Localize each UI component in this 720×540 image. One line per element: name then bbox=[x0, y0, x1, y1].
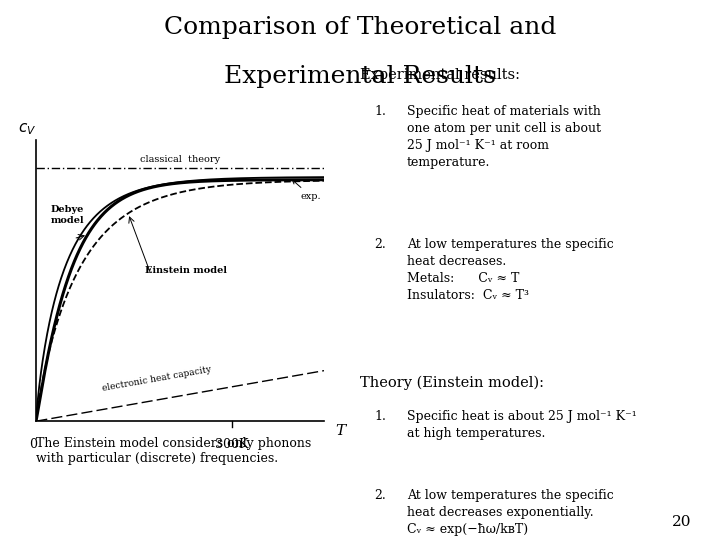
Text: Theory (Einstein model):: Theory (Einstein model): bbox=[360, 375, 544, 390]
Text: Experimental Results: Experimental Results bbox=[224, 65, 496, 88]
Text: exp.: exp. bbox=[292, 180, 322, 201]
Text: 300K: 300K bbox=[215, 438, 248, 451]
Text: 2.: 2. bbox=[374, 238, 386, 251]
Text: Specific heat is about 25 J mol⁻¹ K⁻¹
at high temperatures.: Specific heat is about 25 J mol⁻¹ K⁻¹ at… bbox=[407, 410, 636, 441]
Text: T: T bbox=[335, 424, 345, 438]
Text: classical  theory: classical theory bbox=[140, 156, 220, 164]
Text: 1.: 1. bbox=[374, 410, 386, 423]
Text: Comparison of Theoretical and: Comparison of Theoretical and bbox=[164, 16, 556, 39]
Text: 1.: 1. bbox=[374, 105, 386, 118]
Text: Debye
model: Debye model bbox=[50, 205, 84, 225]
Text: Einstein model: Einstein model bbox=[145, 266, 228, 275]
Text: $c_V$: $c_V$ bbox=[18, 122, 36, 138]
Text: At low temperatures the specific
heat decreases exponentially.
Cᵥ ≈ exp(−ħω/kʙT): At low temperatures the specific heat de… bbox=[407, 489, 613, 536]
Text: 20: 20 bbox=[672, 515, 691, 529]
Text: At low temperatures the specific
heat decreases.
Metals:      Cᵥ ≈ T
Insulators:: At low temperatures the specific heat de… bbox=[407, 238, 613, 302]
Text: electronic heat capacity: electronic heat capacity bbox=[102, 365, 212, 393]
Text: Experimental results:: Experimental results: bbox=[360, 68, 520, 82]
Text: Specific heat of materials with
one atom per unit cell is about
25 J mol⁻¹ K⁻¹ a: Specific heat of materials with one atom… bbox=[407, 105, 600, 170]
Text: 2.: 2. bbox=[374, 489, 386, 502]
Text: The Einstein model considers only phonons
with particular (discrete) frequencies: The Einstein model considers only phonon… bbox=[36, 437, 311, 465]
Text: 0: 0 bbox=[29, 438, 37, 451]
